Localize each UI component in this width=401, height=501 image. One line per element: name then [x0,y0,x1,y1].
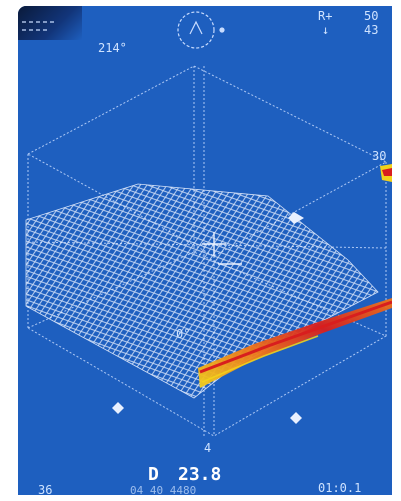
crosshair-icon [202,232,242,265]
depth-label: D [148,464,159,485]
bottom-center-readout: 04 40 4480 [130,484,196,495]
heading-readout: 214° [98,41,127,55]
lower-scale-label: 4 [204,441,211,455]
marker-dots [112,212,304,424]
seabed-surface [25,183,379,399]
depth-value: 23.8 [178,464,221,485]
range-value: 50 [364,9,378,23]
bottom-right-readout: 01:0.1 [318,481,361,495]
bottom-left-readout: 36 [38,483,52,495]
screen-corner-shadow [18,6,82,40]
echo-trace [198,164,392,388]
side-scale-label: 30 [372,149,386,163]
mid-angle-label: 0° [176,327,190,341]
depth-limit-value: 43 [364,23,378,37]
range-label: R+ [318,9,332,23]
sonar-3d-display: 214° R+ 50 ↓ 43 30 0° 4 D 23.8 36 04 40 … [18,6,392,495]
down-arrow-icon: ↓ [322,23,329,37]
compass-rose-icon [177,11,225,49]
sonar-scene: 214° R+ 50 ↓ 43 30 0° 4 D 23.8 36 04 40 … [22,9,392,495]
top-left-marks [22,21,56,31]
